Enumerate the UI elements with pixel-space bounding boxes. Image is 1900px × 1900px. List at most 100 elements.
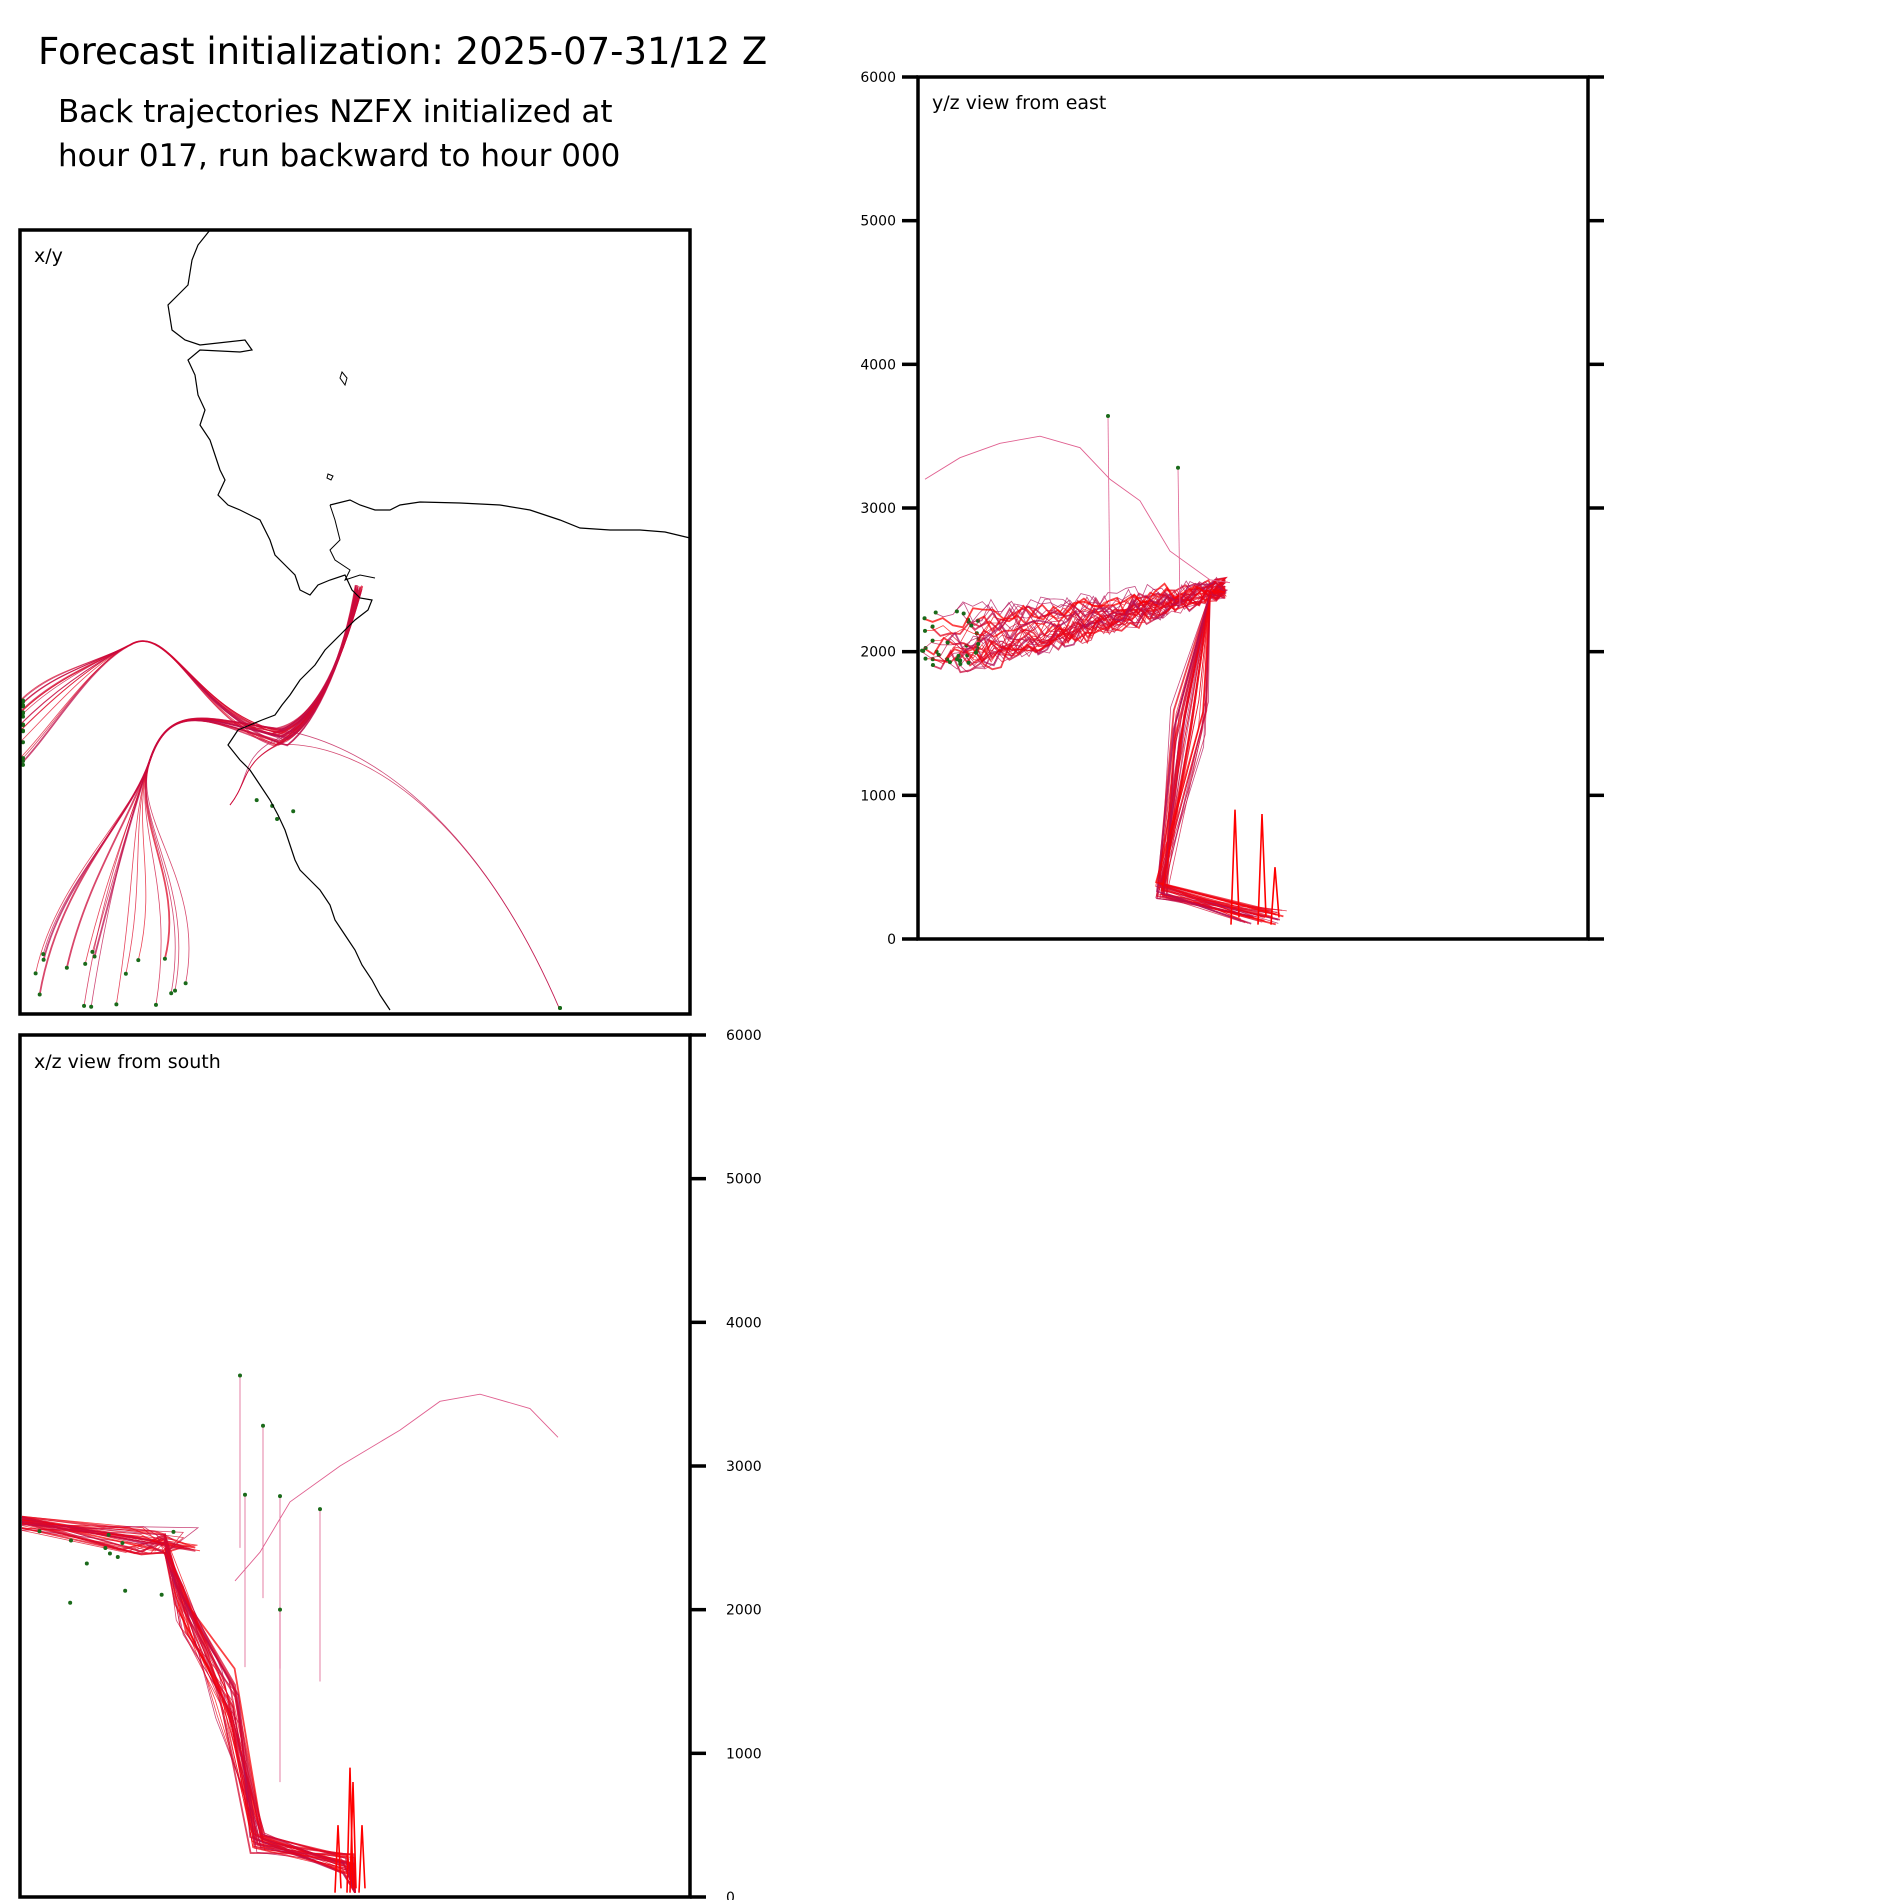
trajectory-start-marker [278, 1607, 282, 1612]
trajectory-start-marker [930, 662, 935, 667]
trajectory-start-marker [1176, 465, 1180, 470]
trajectory-line [975, 585, 1249, 924]
trajectory-line [278, 593, 561, 1011]
trajectory-start-marker [107, 1551, 112, 1556]
trajectory-start-marker [21, 756, 25, 761]
trajectory-start-marker [115, 1555, 120, 1560]
trajectory-line [21, 1522, 356, 1893]
island-2 [326, 473, 334, 481]
yz-axis: 0 1000 2000 3000 4000 5000 6000 [860, 70, 1604, 948]
trajectory-start-marker [90, 949, 95, 954]
trajectory-start-marker [37, 992, 42, 997]
trajectory-start-marker [947, 660, 952, 665]
xz-frame [18, 1033, 692, 1899]
xz-axis: 0 1000 2000 3000 4000 5000 6000 [690, 1028, 762, 1900]
trajectory-start-marker [159, 1592, 164, 1597]
trajectory-start-marker [21, 714, 25, 719]
trajectory-start-marker [954, 609, 959, 614]
trajectory-line [21, 1516, 356, 1894]
trajectory-line [146, 593, 361, 984]
subtitle-line-1: Back trajectories NZFX initialized at [58, 94, 613, 130]
xy-frame [18, 228, 692, 1016]
trajectory-start-marker [238, 1373, 242, 1378]
trajectory-line [21, 1525, 356, 1893]
trajectory-spike [358, 1825, 366, 1893]
xy-trajectories [19, 584, 562, 1011]
y-tick-label: 5000 [860, 214, 896, 230]
trajectory-start-marker [969, 623, 974, 628]
trajectory-start-marker [69, 1538, 74, 1543]
trajectory-start-marker [114, 1002, 119, 1007]
trajectory-start-marker [123, 1588, 128, 1593]
panel-xy: x/y [18, 228, 692, 1016]
trajectory-start-marker [275, 816, 280, 821]
trajectory-line [21, 1515, 356, 1893]
trajectory-line [229, 586, 358, 806]
trajectory-line [21, 1521, 356, 1893]
trajectory-start-marker [930, 624, 935, 629]
trajectory-start-marker [33, 971, 38, 976]
trajectory-line [924, 435, 1231, 584]
trajectory-line [21, 1527, 356, 1893]
trajectory-line [38, 589, 360, 995]
trajectory-line [944, 587, 1265, 922]
trajectory-spike [349, 1782, 357, 1893]
panel-yz: 0 1000 2000 3000 4000 5000 6000 y/z view from … [860, 70, 1604, 948]
trajectory-start-marker [973, 650, 978, 655]
y-tick-label: 2000 [726, 1603, 762, 1619]
trajectory-line [144, 589, 363, 1005]
trajectory-line [277, 586, 561, 1011]
trajectory-line [21, 1528, 356, 1893]
trajectory-start-marker [83, 961, 88, 966]
trajectory-start-marker [966, 660, 971, 665]
trajectory-line [229, 592, 357, 806]
trajectory-line [21, 1519, 356, 1893]
y-tick-label: 1000 [726, 1746, 762, 1762]
y-tick-label: 4000 [726, 1315, 762, 1331]
trajectory-spike [1270, 867, 1280, 925]
trajectory-start-marker [41, 957, 46, 962]
trajectory-line [21, 1526, 356, 1893]
trajectory-line [21, 1518, 356, 1893]
trajectory-start-marker [933, 610, 938, 615]
trajectory-start-marker [278, 1494, 282, 1499]
trajectory-start-marker [922, 616, 927, 621]
trajectory-line [19, 592, 359, 766]
trajectory-line [92, 585, 363, 953]
trajectory-line [922, 582, 1284, 918]
trajectory-line [957, 589, 1279, 921]
trajectory-start-marker [958, 661, 963, 666]
trajectory-line [21, 1522, 356, 1893]
trajectory-start-marker [106, 1532, 111, 1537]
trajectory-spike [1257, 813, 1267, 925]
trajectory-line [21, 1519, 356, 1893]
trajectory-start-marker [923, 656, 928, 661]
trajectory-line [229, 588, 357, 806]
trajectory-line [21, 1527, 356, 1893]
trajectory-line [21, 1527, 356, 1893]
trajectory-start-marker [84, 1561, 89, 1566]
trajectory-line [21, 1521, 356, 1893]
panel-xz: 0 1000 2000 3000 4000 5000 6000 x/z view from … [18, 1028, 762, 1900]
island [339, 370, 348, 387]
trajectory-start-marker [254, 798, 259, 803]
yz-panel-label: y/z view from east [932, 92, 1106, 114]
y-tick-label: 6000 [860, 70, 896, 86]
trajectory-start-marker [291, 809, 296, 814]
y-tick-label: 4000 [860, 357, 896, 373]
trajectory-start-marker [961, 611, 966, 616]
trajectory-line [945, 582, 1252, 925]
trajectory-line [21, 1516, 356, 1893]
trajectory-line [19, 587, 361, 747]
trajectory-line [21, 1518, 356, 1893]
trajectory-start-marker [976, 641, 981, 646]
y-tick-label: 6000 [726, 1028, 762, 1044]
trajectory-start-marker [21, 759, 25, 764]
trajectory-start-marker [21, 699, 25, 704]
trajectory-line [21, 1518, 356, 1893]
trajectory-start-marker [162, 956, 167, 961]
trajectory-line [21, 1528, 356, 1893]
trajectory-line [19, 592, 361, 746]
y-tick-label: 2000 [860, 645, 896, 661]
trajectory-start-marker [945, 657, 950, 662]
